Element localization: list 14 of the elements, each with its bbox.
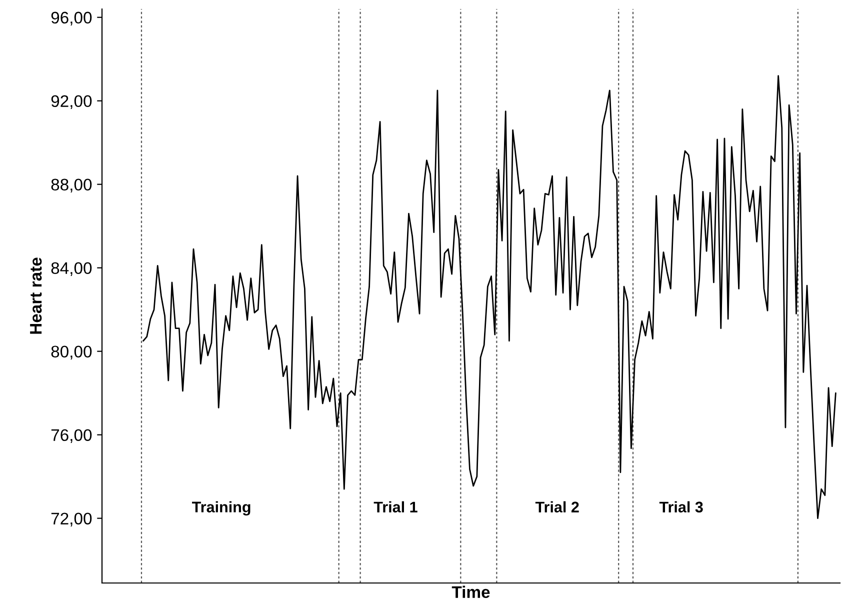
line-series bbox=[142, 75, 836, 519]
annotation: Trial 2 bbox=[535, 501, 579, 512]
y-tick-label: 80,00 bbox=[51, 346, 92, 360]
y-axis-title: Heart rate bbox=[30, 258, 42, 334]
annotation: Trial 1 bbox=[374, 501, 418, 512]
y-tick-label: 88,00 bbox=[51, 178, 92, 193]
x-axis-title: Time bbox=[452, 586, 490, 598]
y-tick-label: 84,00 bbox=[51, 262, 92, 276]
y-tick-label: 76,00 bbox=[51, 429, 92, 443]
y-tick-label: 92,00 bbox=[51, 95, 92, 110]
y-tick-label: 96,00 bbox=[51, 12, 92, 26]
annotation: Trial 3 bbox=[659, 501, 703, 513]
annotation: Training bbox=[192, 501, 250, 516]
y-tick-label: 72,00 bbox=[51, 512, 92, 526]
